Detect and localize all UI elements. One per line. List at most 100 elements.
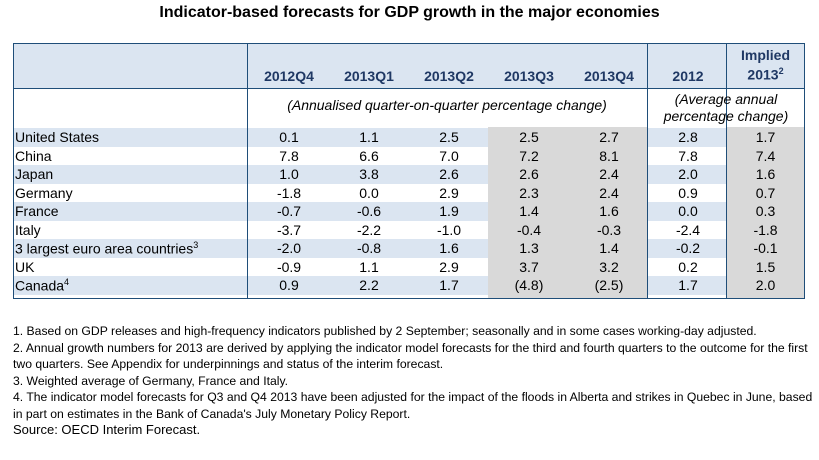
forecast-shade-quarters [488, 127, 648, 298]
forecast-shade-implied [726, 127, 805, 298]
table-left-border [13, 44, 14, 298]
table-cell: 2.5 [439, 129, 459, 145]
row-label: China [15, 148, 52, 164]
table-cell: 0.2 [678, 258, 698, 275]
implied-2013-header: Implied 20132 [726, 47, 805, 83]
table-cell: 1.9 [439, 203, 459, 219]
annual-subheader-line2: percentage change) [663, 108, 789, 124]
table-cell: 2.7 [599, 129, 619, 145]
column-divider [726, 44, 727, 298]
forecast-table: 2012Q4 2013Q1 2013Q2 2013Q3 2013Q4 2012 Impli… [13, 43, 805, 299]
row-label: France [15, 203, 59, 219]
table-cell: 1.6 [755, 166, 776, 182]
table-cell: 2.4 [599, 166, 619, 182]
table-cell: 0.1 [279, 129, 299, 145]
row-label-text: China [15, 147, 52, 164]
table-cell: 1.7 [755, 129, 776, 145]
table-cell: (2.5) [594, 277, 624, 293]
table-cell: 1.1 [359, 258, 379, 275]
implied-label: Implied [740, 47, 790, 63]
table-cell: 2.0 [678, 166, 698, 182]
table-cell: -2.4 [675, 221, 701, 238]
row-label: Japan [15, 166, 53, 182]
footnotes: 1. Based on GDP releases and high-freque… [13, 323, 813, 439]
table-cell: 7.4 [755, 147, 776, 164]
row-label-text: Canada [15, 277, 65, 294]
table-cell: 0.0 [359, 184, 379, 201]
table-cell: -0.4 [516, 221, 542, 238]
column-divider [247, 44, 248, 298]
table-cell: 7.8 [678, 147, 698, 164]
annual-subheader-line1: (Average annual [674, 91, 778, 107]
row-label-text: France [15, 203, 59, 219]
annual-subheader: (Average annual percentage change) [647, 91, 805, 125]
table-cell: -0.6 [356, 203, 382, 219]
column-header-2013q3: 2013Q3 [504, 68, 554, 84]
table-cell: -0.2 [675, 240, 701, 256]
column-header-2012q4: 2012Q4 [264, 68, 314, 84]
column-header-2013q4: 2013Q4 [584, 68, 634, 84]
table-cell: -0.8 [356, 240, 382, 256]
table-cell: -3.7 [276, 221, 302, 238]
table-cell: 1.3 [519, 240, 539, 256]
column-header-2013q1: 2013Q1 [344, 68, 394, 84]
row-label: Canada4 [15, 277, 69, 294]
table-cell: 2.2 [359, 277, 379, 293]
table-cell: 8.1 [599, 147, 619, 164]
header-rule [13, 88, 805, 89]
table-cell: 0.3 [755, 203, 776, 219]
row-label: UK [15, 259, 34, 275]
table-cell: 2.6 [439, 166, 459, 182]
table-cell: 7.0 [439, 147, 459, 164]
quarterly-subheader: (Annualised quarter-on-quarter percentag… [287, 97, 607, 113]
table-cell: 2.5 [519, 129, 539, 145]
table-cell: -1.8 [276, 184, 302, 201]
table-cell: -1.8 [753, 221, 778, 238]
table-right-border [804, 44, 805, 298]
table-cell: 2.9 [439, 184, 459, 201]
footnote-3: 3. Weighted average of Germany, France a… [13, 373, 289, 388]
table-cell: 1.4 [599, 240, 619, 256]
header-background [13, 44, 805, 88]
implied-note-ref: 2 [778, 66, 784, 76]
row-label: United States [15, 129, 99, 145]
footnote-2: 2. Annual growth numbers for 2013 are de… [13, 340, 808, 372]
table-cell: 1.5 [755, 258, 776, 275]
table-cell: -0.3 [596, 221, 622, 238]
table-cell: 2.4 [599, 184, 619, 201]
row-label: Germany [15, 185, 73, 201]
table-cell: 0.7 [755, 184, 776, 201]
row-note-ref: 4 [64, 277, 70, 287]
column-divider [647, 44, 648, 298]
row-label: 3 largest euro area countries3 [15, 240, 198, 257]
row-label-text: Italy [15, 221, 41, 238]
table-cell: 1.0 [279, 166, 299, 182]
table-cell: -0.1 [753, 240, 778, 256]
table-cell: 7.8 [279, 147, 299, 164]
column-header-2012: 2012 [672, 68, 704, 84]
table-cell: 3.7 [519, 258, 539, 275]
source-line: Source: OECD Interim Forecast. [13, 422, 201, 437]
table-cell: 1.7 [439, 277, 459, 293]
table-cell: 1.4 [519, 203, 539, 219]
table-cell: 1.1 [359, 129, 379, 145]
table-cell: (4.8) [514, 277, 544, 293]
table-cell: -0.7 [276, 203, 302, 219]
table-cell: 2.9 [439, 258, 459, 275]
row-label-text: 3 largest euro area countries [15, 240, 194, 257]
footnote-4: 4. The indicator model forecasts for Q3 … [13, 390, 813, 421]
table-cell: 0.0 [678, 203, 698, 219]
column-header-2013q2: 2013Q2 [424, 68, 474, 84]
table-cell: 1.6 [599, 203, 619, 219]
table-cell: -2.2 [356, 221, 382, 238]
table-cell: 0.9 [279, 277, 299, 293]
table-cell: 2.3 [519, 184, 539, 201]
table-cell: 2.0 [755, 277, 776, 293]
table-cell: 3.2 [599, 258, 619, 275]
table-cell: 1.6 [439, 240, 459, 256]
table-cell: 0.9 [678, 184, 698, 201]
table-cell: 1.7 [678, 277, 698, 293]
table-title: Indicator-based forecasts for GDP growth… [159, 4, 660, 21]
table-cell: 2.8 [678, 129, 698, 145]
row-label: Italy [15, 222, 41, 238]
